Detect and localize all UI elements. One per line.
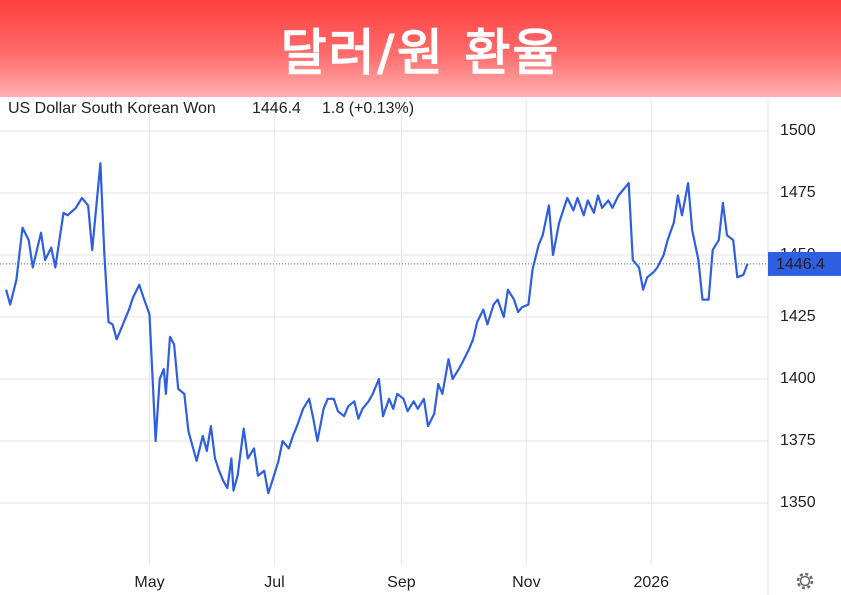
x-tick-label: Sep [387,574,416,591]
y-tick-label: 1425 [780,308,816,325]
series-name: US Dollar South Korean Won [8,100,216,117]
chart-title: 달러/원 환율 [280,23,561,82]
y-tick-label: 1375 [780,432,816,449]
current-box [768,251,841,276]
x-tick-label: Jul [264,574,284,591]
current-label: 1446.4 [776,256,825,273]
change: 1.8 (+0.13%) [322,100,414,117]
y-tick-label: 1400 [780,370,816,387]
gear-body [799,575,811,587]
title-banner: 달러/원 환율 [0,0,841,97]
y-tick-label: 1500 [780,122,816,139]
x-tick-label: 2026 [633,574,669,591]
x-tick-label: May [134,574,164,591]
settings-icon[interactable] [796,572,814,590]
y-tick-label: 1350 [780,494,816,511]
y-tick-label: 1475 [780,184,816,201]
x-tick-label: Nov [512,574,540,591]
series-line [5,162,749,495]
current-value: 1446.4 [252,100,301,117]
gear-teeth [796,572,814,590]
